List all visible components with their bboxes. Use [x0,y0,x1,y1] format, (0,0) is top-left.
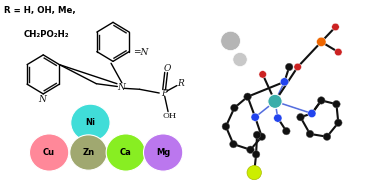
Circle shape [70,135,107,170]
Circle shape [283,127,290,135]
Text: CH₂PO₂H₂: CH₂PO₂H₂ [23,30,69,39]
Circle shape [333,100,340,108]
Circle shape [71,104,110,141]
Circle shape [258,133,265,140]
Text: R = H, OH, Me,: R = H, OH, Me, [4,6,76,15]
Circle shape [294,63,301,71]
Circle shape [323,133,331,140]
Text: Mg: Mg [156,148,170,157]
Circle shape [144,134,183,171]
Circle shape [308,109,316,118]
Circle shape [231,104,238,112]
Circle shape [253,131,261,139]
Text: N: N [38,95,46,104]
Circle shape [259,71,266,78]
Circle shape [247,166,262,180]
Circle shape [297,113,304,121]
Text: =N: =N [133,48,149,57]
Circle shape [244,93,251,100]
Text: R: R [177,79,184,88]
Text: Cu: Cu [43,148,55,157]
Circle shape [229,140,237,148]
Circle shape [268,94,282,108]
Circle shape [233,52,247,67]
Circle shape [106,134,146,171]
Text: Ni: Ni [85,118,95,127]
Text: Ca: Ca [120,148,132,157]
Circle shape [274,114,282,122]
Circle shape [332,23,339,31]
Text: Zn: Zn [82,148,94,157]
Circle shape [251,113,259,121]
Circle shape [285,63,293,71]
Circle shape [316,37,326,46]
Text: OH: OH [163,112,177,120]
Circle shape [318,97,325,104]
Circle shape [335,48,342,56]
Circle shape [246,146,254,153]
Text: O: O [163,64,171,73]
Circle shape [221,31,240,51]
Circle shape [280,78,289,86]
Circle shape [222,123,230,130]
Circle shape [306,130,314,138]
Circle shape [335,119,342,126]
Circle shape [29,134,69,171]
Circle shape [253,151,260,158]
Text: N: N [117,83,125,92]
Text: P: P [161,89,167,97]
